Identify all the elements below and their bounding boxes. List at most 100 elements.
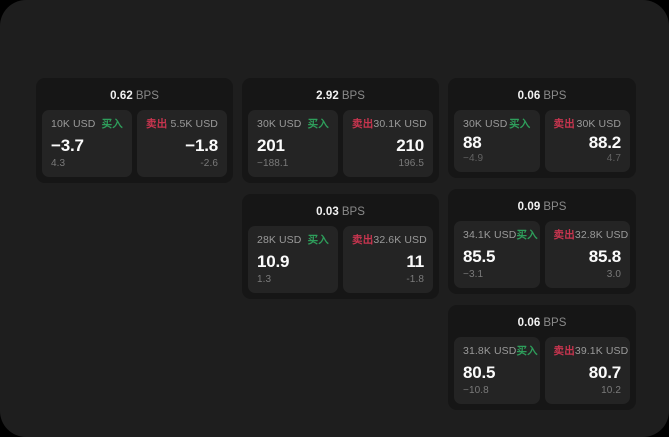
sell-delta: -1.8 <box>406 274 424 285</box>
panel-top-row: 卖出 30K USD <box>554 119 622 130</box>
quote-card[interactable]: 0.62 BPS 10K USD 买入 −3.7 4.3 卖出 5.5K USD −1.8 -2.… <box>36 78 233 183</box>
bps-unit-label: BPS <box>135 90 159 102</box>
sell-size-label: 30.1K USD <box>373 118 427 130</box>
quote-card[interactable]: 0.06 BPS 30K USD 买入 88 −4.9 卖出 30K USD 88.2 4.7 <box>448 78 636 178</box>
buy-price: 201 <box>257 135 285 155</box>
sell-price: 85.8 <box>588 246 621 266</box>
sell-side-label: 卖出 <box>352 234 374 246</box>
buy-size-label: 34.1K USD <box>463 229 517 241</box>
sell-side-label: 卖出 <box>352 118 374 130</box>
sell-side-label: 卖出 <box>553 345 575 357</box>
buy-delta: −3.1 <box>463 269 484 280</box>
column-2: 2.92 BPS 30K USD 买入 201 −188.1 卖出 30.1K USD 210 1… <box>242 78 439 299</box>
sell-size-label: 32.6K USD <box>373 234 427 246</box>
sell-price: 80.7 <box>588 362 621 382</box>
buy-side-label: 买入 <box>509 118 531 130</box>
buy-panel[interactable]: 31.8K USD 买入 80.5 −10.8 <box>454 337 540 404</box>
sell-side-label: 卖出 <box>553 229 575 241</box>
quote-card-board: 0.62 BPS 10K USD 买入 −3.7 4.3 卖出 5.5K USD −1.8 -2.… <box>36 78 636 410</box>
panel-top-row: 卖出 39.1K USD <box>553 345 629 357</box>
sell-panel[interactable]: 卖出 32.8K USD 85.8 3.0 <box>544 221 630 288</box>
sell-delta: 196.5 <box>398 158 424 169</box>
buy-size-label: 30K USD <box>463 118 508 130</box>
buy-side-label: 买入 <box>307 234 329 246</box>
buy-side-label: 买入 <box>307 118 329 130</box>
buy-panel[interactable]: 28K USD 买入 10.9 1.3 <box>248 226 338 293</box>
bps-value: 0.62 <box>110 90 133 102</box>
buy-delta: 1.3 <box>257 274 272 285</box>
buy-price: 10.9 <box>257 251 290 271</box>
bps-value: 2.92 <box>316 90 339 102</box>
sell-delta: 3.0 <box>606 269 621 280</box>
card-header: 0.06 BPS <box>454 84 630 110</box>
card-body: 31.8K USD 买入 80.5 −10.8 卖出 39.1K USD 80.7 10.2 <box>454 337 630 404</box>
buy-side-label: 买入 <box>101 118 123 130</box>
panel-top-row: 卖出 5.5K USD <box>146 119 218 130</box>
panel-top-row: 31.8K USD 买入 <box>463 345 538 357</box>
card-header: 0.06 BPS <box>454 311 630 337</box>
card-body: 30K USD 买入 88 −4.9 卖出 30K USD 88.2 4.7 <box>454 110 630 172</box>
buy-delta: −4.9 <box>463 153 484 164</box>
buy-panel[interactable]: 30K USD 买入 88 −4.9 <box>454 110 540 172</box>
sell-panel[interactable]: 卖出 30K USD 88.2 4.7 <box>544 110 630 172</box>
bps-unit-label: BPS <box>543 90 567 102</box>
card-body: 34.1K USD 买入 85.5 −3.1 卖出 32.8K USD 85.8 3.0 <box>454 221 630 288</box>
buy-side-label: 买入 <box>516 229 538 241</box>
sell-size-label: 5.5K USD <box>170 118 218 130</box>
buy-delta: −10.8 <box>463 385 489 396</box>
sell-price: −1.8 <box>185 135 218 155</box>
sell-size-label: 39.1K USD <box>574 345 629 357</box>
sell-size-label: 30K USD <box>576 118 621 130</box>
bps-value: 0.03 <box>316 206 339 218</box>
buy-size-label: 28K USD <box>257 234 302 246</box>
sell-side-label: 卖出 <box>553 118 575 130</box>
sell-panel[interactable]: 卖出 39.1K USD 80.7 10.2 <box>544 337 630 404</box>
quote-card[interactable]: 0.03 BPS 28K USD 买入 10.9 1.3 卖出 32.6K USD 11 -1.8 <box>242 194 439 299</box>
card-header: 0.03 BPS <box>248 200 433 226</box>
panel-top-row: 卖出 32.8K USD <box>553 229 629 241</box>
sell-price: 11 <box>406 251 424 271</box>
bps-unit-label: BPS <box>543 201 567 213</box>
column-3: 0.06 BPS 30K USD 买入 88 −4.9 卖出 30K USD 88.2 4.7 0.… <box>448 78 636 410</box>
buy-price: 88 <box>463 133 482 153</box>
card-body: 30K USD 买入 201 −188.1 卖出 30.1K USD 210 196.5 <box>248 110 433 177</box>
quote-card[interactable]: 2.92 BPS 30K USD 买入 201 −188.1 卖出 30.1K USD 210 1… <box>242 78 439 183</box>
quote-card[interactable]: 0.09 BPS 34.1K USD 买入 85.5 −3.1 卖出 32.8K USD 85.… <box>448 189 636 294</box>
card-header: 2.92 BPS <box>248 84 433 110</box>
card-header: 0.09 BPS <box>454 195 630 221</box>
buy-size-label: 31.8K USD <box>463 345 517 357</box>
buy-delta: −188.1 <box>257 158 289 169</box>
bps-value: 0.06 <box>517 90 541 102</box>
panel-top-row: 34.1K USD 买入 <box>463 229 538 241</box>
sell-price: 210 <box>396 135 424 155</box>
buy-panel[interactable]: 30K USD 买入 201 −188.1 <box>248 110 338 177</box>
buy-price: 85.5 <box>463 246 496 266</box>
buy-price: −3.7 <box>51 135 84 155</box>
panel-top-row: 30K USD 买入 <box>257 119 329 130</box>
column-1: 0.62 BPS 10K USD 买入 −3.7 4.3 卖出 5.5K USD −1.8 -2.… <box>36 78 233 183</box>
card-body: 28K USD 买入 10.9 1.3 卖出 32.6K USD 11 -1.8 <box>248 226 433 293</box>
sell-delta: 4.7 <box>606 153 621 164</box>
bps-unit-label: BPS <box>341 206 365 218</box>
buy-size-label: 10K USD <box>51 118 96 130</box>
sell-panel[interactable]: 卖出 30.1K USD 210 196.5 <box>343 110 433 177</box>
panel-top-row: 10K USD 买入 <box>51 119 123 130</box>
panel-top-row: 卖出 30.1K USD <box>352 118 427 130</box>
buy-delta: 4.3 <box>51 158 66 169</box>
sell-panel[interactable]: 卖出 5.5K USD −1.8 -2.6 <box>137 110 227 177</box>
panel-top-row: 卖出 32.6K USD <box>352 234 427 246</box>
bps-value: 0.09 <box>517 201 541 213</box>
sell-side-label: 卖出 <box>146 118 168 130</box>
buy-panel[interactable]: 10K USD 买入 −3.7 4.3 <box>42 110 132 177</box>
sell-panel[interactable]: 卖出 32.6K USD 11 -1.8 <box>343 226 433 293</box>
sell-delta: -2.6 <box>200 158 218 169</box>
bps-value: 0.06 <box>517 317 541 329</box>
card-body: 10K USD 买入 −3.7 4.3 卖出 5.5K USD −1.8 -2.6 <box>42 110 227 177</box>
card-header: 0.62 BPS <box>42 84 227 110</box>
bps-unit-label: BPS <box>341 90 365 102</box>
buy-panel[interactable]: 34.1K USD 买入 85.5 −3.1 <box>454 221 540 288</box>
panel-top-row: 28K USD 买入 <box>257 235 329 246</box>
sell-price: 88.2 <box>588 133 621 153</box>
quote-card[interactable]: 0.06 BPS 31.8K USD 买入 80.5 −10.8 卖出 39.1K USD 80… <box>448 305 636 410</box>
